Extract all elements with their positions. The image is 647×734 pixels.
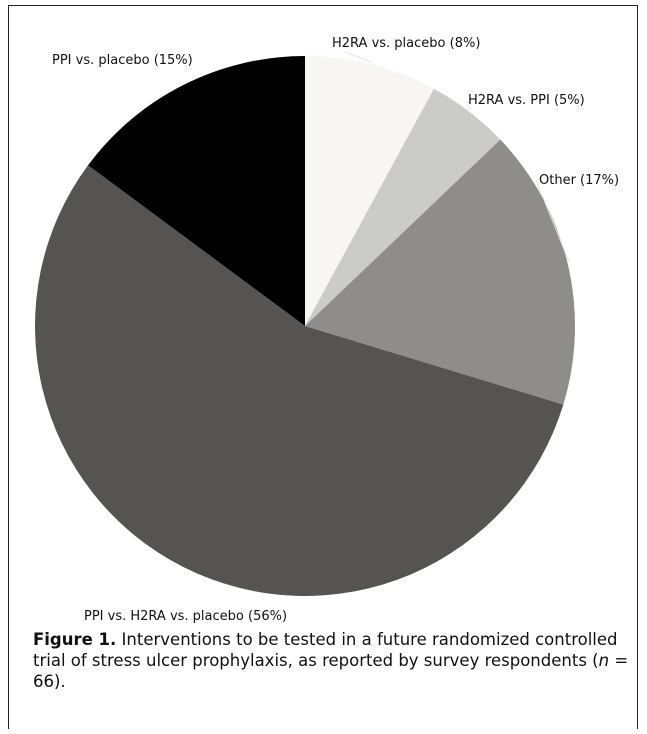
slice-ppi-h2ra-placebo (35, 165, 564, 596)
slice-label-other: Other (17%) (539, 173, 619, 188)
leader-lines (344, 51, 571, 264)
figure-label: Figure 1. (33, 630, 117, 649)
slice-label-h2ra-ppi: H2RA vs. PPI (5%) (468, 93, 585, 108)
slice-h2ra-ppi (305, 88, 501, 327)
leader-line (465, 99, 471, 111)
frame-bottom-gap (9, 700, 637, 730)
pie-slices (35, 56, 575, 596)
figure-caption: Figure 1. Interventions to be tested in … (33, 629, 633, 692)
pie-labels: H2RA vs. placebo (8%) H2RA vs. PPI (5%) … (52, 36, 619, 624)
slice-label-ppi-placebo: PPI vs. placebo (15%) (52, 53, 193, 68)
slice-h2ra-placebo (305, 56, 434, 326)
caption-text: Interventions to be tested in a future r… (33, 630, 618, 670)
slice-other (305, 139, 575, 405)
caption-n-value: = 66). (33, 651, 629, 691)
leader-line (344, 51, 373, 63)
slice-label-ppi-h2ra-placebo: PPI vs. H2RA vs. placebo (56%) (84, 609, 287, 624)
slice-label-h2ra-placebo: H2RA vs. placebo (8%) (332, 36, 480, 51)
leader-line (535, 179, 571, 264)
caption-n-symbol: n (598, 651, 610, 670)
slice-ppi-placebo (88, 56, 306, 326)
